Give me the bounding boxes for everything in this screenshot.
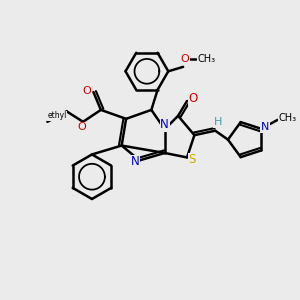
Text: O: O (82, 85, 91, 96)
Text: O: O (188, 92, 198, 105)
Text: N: N (130, 155, 140, 168)
Text: N: N (261, 122, 269, 132)
Text: ethyl: ethyl (47, 111, 67, 120)
Text: O: O (77, 122, 86, 132)
Text: CH₃: CH₃ (279, 113, 297, 123)
Text: S: S (189, 153, 196, 166)
Text: N: N (160, 118, 169, 131)
Text: O: O (180, 54, 189, 64)
Text: H: H (214, 117, 222, 128)
Text: CH₃: CH₃ (197, 54, 215, 64)
